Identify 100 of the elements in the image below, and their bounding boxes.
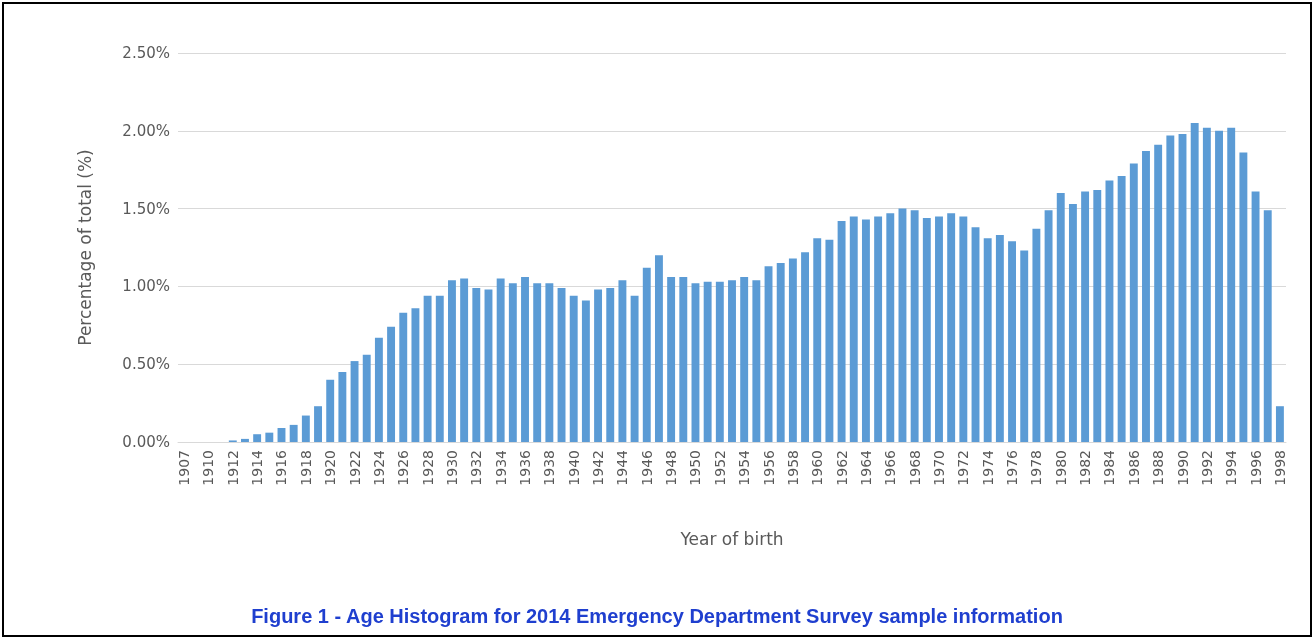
x-tick-label: 1984 [1101, 449, 1118, 486]
x-tick-label: 1962 [833, 450, 850, 486]
x-tick-label: 1982 [1077, 450, 1094, 486]
x-tick-label: 1950 [687, 450, 704, 486]
bar [825, 239, 834, 442]
bar [837, 221, 846, 442]
bar [715, 281, 724, 442]
bar [983, 238, 992, 442]
x-tick-label: 1926 [395, 449, 412, 486]
x-axis-title: Year of birth [679, 528, 784, 549]
x-tick-label: 1954 [736, 449, 753, 486]
bar [569, 295, 578, 442]
bar [448, 280, 456, 442]
bar [1068, 203, 1077, 442]
x-tick-label: 1978 [1028, 450, 1045, 486]
bar [630, 295, 639, 442]
bar [703, 281, 712, 442]
bar [922, 217, 931, 442]
x-tick-label: 1972 [955, 450, 972, 486]
bar [350, 361, 359, 442]
x-tick-label: 1964 [857, 449, 874, 486]
x-tick-label: 1970 [930, 450, 947, 486]
bar [995, 235, 1004, 442]
x-tick-label: 1948 [663, 450, 680, 486]
bar [387, 326, 396, 442]
bar [728, 280, 736, 442]
bar [1081, 191, 1090, 442]
bar [1008, 241, 1016, 442]
x-tick-label: 1910 [200, 450, 217, 486]
x-tick-label: 1974 [979, 449, 996, 486]
y-tick-label: 0.00% [122, 433, 170, 451]
bar [326, 379, 335, 442]
bar [947, 213, 956, 442]
bar [472, 287, 481, 442]
y-tick-label: 1.50% [122, 199, 170, 218]
bar [435, 295, 444, 442]
bar [581, 300, 590, 442]
bar [423, 295, 432, 442]
bar [253, 434, 262, 442]
bar [740, 277, 749, 442]
bar [959, 216, 968, 442]
bar [910, 210, 919, 442]
x-tick-label: 1922 [346, 450, 363, 486]
bar [1215, 130, 1223, 442]
x-tick-label: 1928 [419, 450, 436, 486]
x-tick-label: 1992 [1198, 450, 1215, 486]
bar [399, 312, 408, 442]
x-tick-label: 1934 [492, 449, 509, 486]
bar [545, 283, 554, 442]
x-tick-label: 1924 [370, 449, 387, 486]
bar [1154, 144, 1163, 442]
bar [411, 308, 420, 442]
bar [521, 277, 529, 442]
bar [265, 432, 274, 442]
x-tick-label: 1930 [443, 450, 460, 486]
x-tick-label: 1996 [1247, 449, 1264, 486]
x-tick-label: 1956 [760, 449, 777, 486]
x-tick-label: 1907 [176, 450, 193, 486]
x-tick-label: 1916 [273, 449, 290, 486]
bar [935, 216, 943, 442]
x-tick-label: 1940 [565, 450, 582, 486]
x-tick-label: 1990 [1174, 450, 1191, 486]
bar [1129, 163, 1138, 442]
y-tick-label: 1.00% [122, 277, 170, 296]
x-tick-label: 1938 [541, 450, 558, 486]
x-tick-label: 1936 [517, 449, 534, 486]
bar [496, 278, 505, 442]
bar [886, 213, 895, 442]
bar [642, 267, 651, 442]
bar [594, 289, 603, 442]
bar [1032, 228, 1041, 442]
bar [606, 287, 615, 442]
bar [1251, 191, 1260, 442]
y-axis-title: Percentage of total (%) [74, 149, 95, 346]
bar [849, 216, 858, 442]
bar [1275, 406, 1284, 442]
x-tick-label: 1998 [1271, 450, 1288, 486]
bar [301, 415, 310, 442]
x-tick-label: 1918 [297, 450, 314, 486]
x-tick-label: 1968 [906, 450, 923, 486]
bar [314, 406, 322, 442]
x-tick-label: 1980 [1052, 450, 1069, 486]
bar [241, 438, 249, 442]
bar [679, 277, 688, 442]
x-tick-label: 1920 [322, 450, 339, 486]
x-tick-label: 1944 [614, 449, 631, 486]
bar [618, 280, 627, 442]
x-tick-label: 1932 [468, 450, 485, 486]
x-tick-label: 1958 [784, 450, 801, 486]
x-tick-label: 1952 [711, 450, 728, 486]
bar [1166, 135, 1175, 442]
bar [788, 258, 797, 442]
bar [1056, 193, 1065, 442]
bar [1202, 127, 1211, 442]
bar [289, 424, 298, 442]
bar [338, 371, 347, 442]
x-tick-label: 1986 [1125, 449, 1142, 486]
x-tick-label: 1942 [590, 450, 607, 486]
x-tick-label: 1994 [1223, 449, 1240, 486]
bar [508, 283, 517, 442]
